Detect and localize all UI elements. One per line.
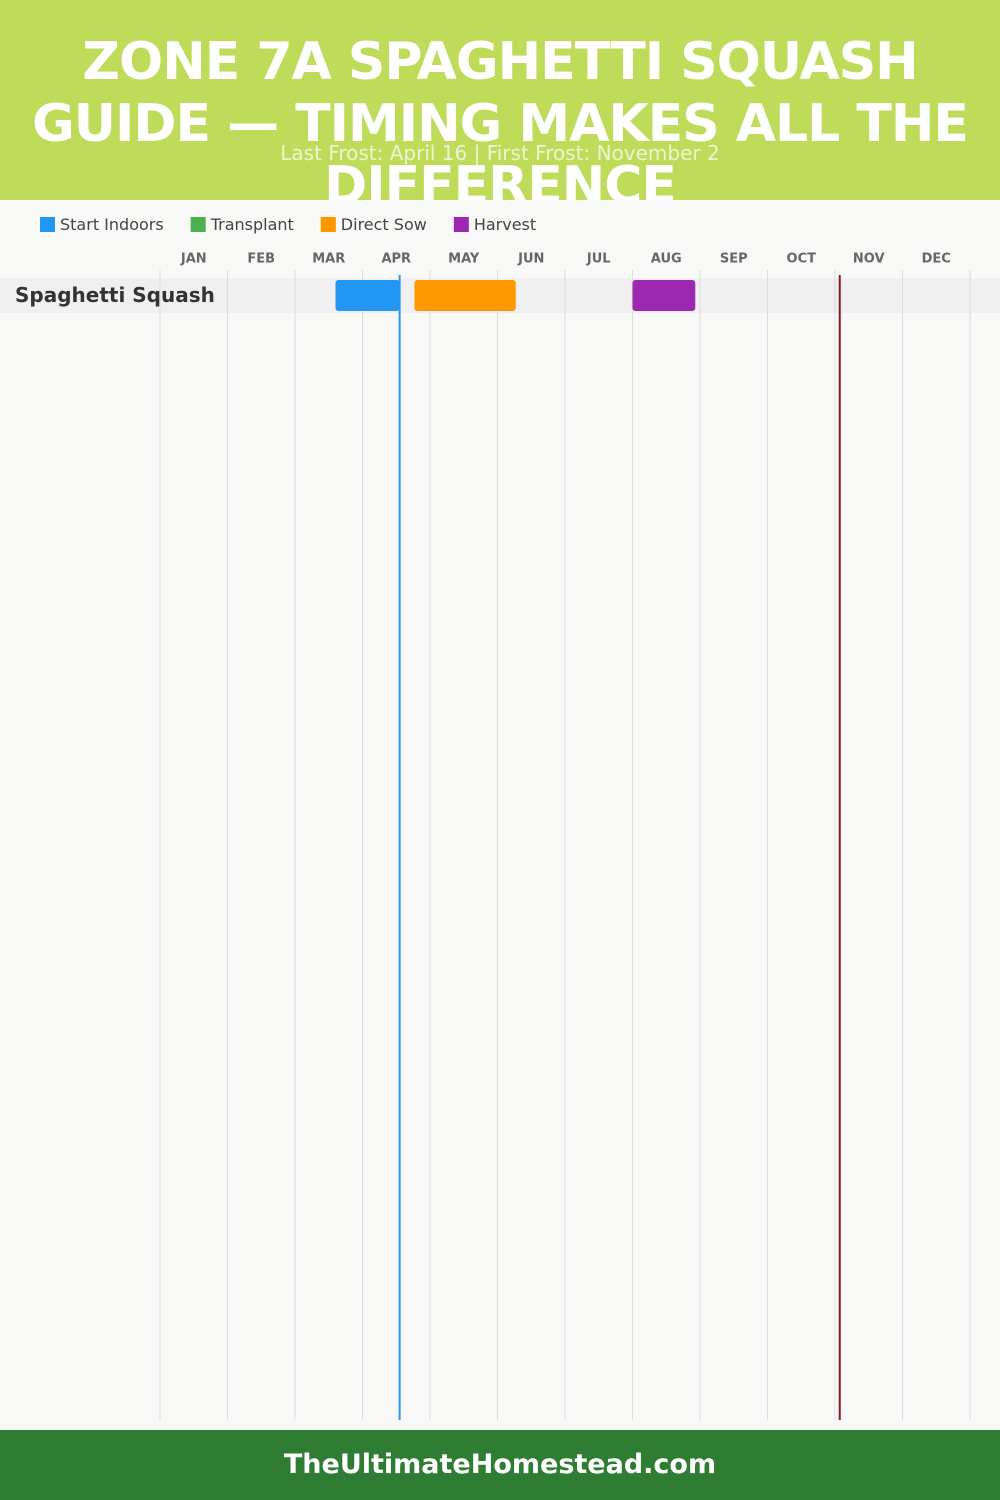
bar (632, 280, 696, 311)
legend-label: Harvest (474, 215, 536, 234)
header: ZONE 7A SPAGHETTI SQUASH GUIDE — TIMING … (0, 0, 1000, 200)
x-tick-label: JUL (586, 252, 611, 267)
legend-label: Direct Sow (341, 215, 427, 234)
legend-label: Start Indoors (60, 215, 164, 234)
x-tick-label: APR (381, 252, 411, 267)
x-tick-label: AUG (651, 252, 682, 267)
legend-swatch (190, 217, 206, 232)
x-tick-label: SEP (720, 252, 748, 267)
bar (414, 280, 516, 311)
x-tick-label: DEC (922, 252, 951, 267)
legend-swatch (320, 217, 336, 232)
x-tick-label: MAR (312, 252, 345, 267)
legend-swatch (40, 217, 55, 232)
legend-label: Transplant (210, 215, 294, 234)
title: ZONE 7A SPAGHETTI SQUASH GUIDE — TIMING … (32, 32, 969, 200)
chart: JAN FEB MAR APR MAY JUN JUL AUG SEP OCT NOV DEC Star… (0, 215, 1000, 1420)
x-tick-label: MAY (448, 252, 480, 267)
footer: TheUltimateHomestead.com (0, 1430, 1000, 1500)
x-tick-label: JAN (180, 252, 207, 267)
subtitle: Last Frost: April 16 | First Frost: Nove… (280, 141, 720, 165)
x-tick-label: FEB (247, 252, 275, 267)
row-label: Spaghetti Squash (15, 283, 215, 307)
bar (335, 280, 400, 311)
x-tick-label: NOV (853, 252, 885, 267)
legend-swatch (453, 217, 469, 232)
x-tick-label: OCT (787, 252, 817, 267)
x-tick-label: JUN (517, 252, 544, 267)
